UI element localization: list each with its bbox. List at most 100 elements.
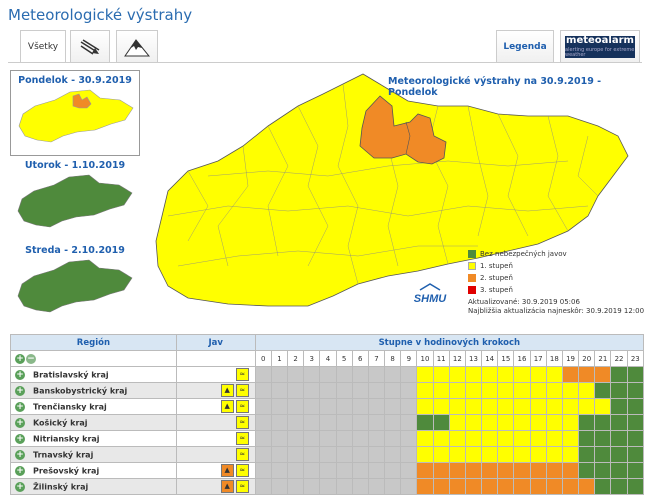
day-label: Streda - 2.10.2019 [25, 245, 125, 256]
region-cell[interactable]: + Prešovský kraj [10, 462, 177, 479]
hour-cell [545, 446, 563, 463]
hour-cell [400, 382, 418, 399]
hour-label: 23 [626, 350, 645, 367]
table-row[interactable]: + Nitriansky kraj ≈ [10, 430, 645, 447]
hour-cell [626, 462, 645, 479]
hour-cell [464, 382, 483, 399]
expand-row-icon[interactable]: + [15, 465, 25, 476]
jav-cell: ≈ [175, 414, 256, 431]
region-cell[interactable]: + Bratislavský kraj [10, 366, 177, 383]
hour-cell [400, 398, 418, 415]
expand-row-icon[interactable]: + [15, 401, 25, 412]
expand-row-icon[interactable]: + [15, 369, 25, 380]
hour-cell [432, 414, 450, 431]
legend-item: 1. stupeň [468, 262, 513, 270]
hour-cell [335, 446, 353, 463]
hour-cell [254, 478, 272, 495]
table-row[interactable]: + Trenčiansky kraj ▲ ≈ [10, 398, 645, 415]
avalanche-icon: ▲ [220, 400, 234, 413]
region-cell[interactable]: + Košický kraj [10, 414, 177, 431]
hour-cell [610, 382, 628, 399]
hour-cell [610, 446, 628, 463]
hour-cell [578, 382, 596, 399]
main-warning-map[interactable] [148, 66, 638, 326]
expand-row-icon[interactable]: + [15, 417, 25, 428]
hour-cell [303, 478, 321, 495]
collapse-all-icon[interactable]: − [26, 353, 36, 364]
hour-cell [448, 462, 466, 479]
hour-cell [594, 414, 612, 431]
tab-legend[interactable]: Legenda [496, 30, 554, 62]
hour-cell [513, 478, 531, 495]
table-row[interactable]: + Trnavský kraj ≈ [10, 446, 645, 463]
hour-cell [432, 446, 450, 463]
hour-cell [384, 462, 402, 479]
expand-row-icon[interactable]: + [15, 385, 25, 396]
table-row[interactable]: + Košický kraj ≈ [10, 414, 645, 431]
region-cell[interactable]: + Trenčiansky kraj [10, 398, 177, 415]
hour-cell [287, 366, 305, 383]
hour-cell [400, 366, 418, 383]
expand-row-icon[interactable]: + [15, 449, 25, 460]
day-selector-1[interactable]: Utorok - 1.10.2019 [10, 160, 140, 235]
hour-cell [529, 382, 547, 399]
tab-avalanche[interactable] [116, 30, 158, 62]
hour-label: 16 [513, 350, 531, 367]
table-row[interactable]: + Banskobystrický kraj ▲ ≈ [10, 382, 645, 399]
hour-cell [626, 414, 645, 431]
tab-wind[interactable] [70, 30, 110, 62]
expand-row-icon[interactable]: + [15, 481, 25, 492]
hour-cell [513, 382, 531, 399]
hour-cell [610, 414, 628, 431]
hour-label: 22 [610, 350, 628, 367]
day-selector-0[interactable]: Pondelok - 30.9.2019 [10, 70, 140, 156]
region-cell[interactable]: + Trnavský kraj [10, 446, 177, 463]
warnings-table: Región Jav Stupne v hodinových krokoch +… [10, 334, 645, 495]
hour-cell [448, 382, 466, 399]
expand-collapse-all[interactable]: + − [10, 350, 177, 367]
hour-cell [464, 430, 483, 447]
wind-icon: ≈ [235, 368, 249, 381]
expand-all-icon[interactable]: + [15, 353, 25, 364]
hour-cell [578, 446, 596, 463]
expand-row-icon[interactable]: + [15, 433, 25, 444]
hour-cell [448, 478, 466, 495]
hour-cell [578, 462, 596, 479]
hour-cell [497, 430, 515, 447]
hour-cell [545, 430, 563, 447]
hour-cell [400, 430, 418, 447]
hour-cell [448, 430, 466, 447]
hour-cell [561, 366, 580, 383]
table-row[interactable]: + Prešovský kraj ▲ ≈ [10, 462, 645, 479]
hour-cell [270, 462, 289, 479]
hour-cell [416, 478, 434, 495]
hour-cell [464, 414, 483, 431]
region-cell[interactable]: + Žilinský kraj [10, 478, 177, 495]
hour-cell [270, 478, 289, 495]
tab-meteoalarm[interactable]: meteoalarm alerting europe for extreme we… [560, 30, 640, 62]
hour-cell [626, 382, 645, 399]
table-row[interactable]: + Bratislavský kraj ≈ [10, 366, 645, 383]
thumb-map [17, 259, 133, 313]
hour-cell [610, 478, 628, 495]
hour-cell [481, 382, 499, 399]
hour-cell [545, 462, 563, 479]
tab-divider [8, 62, 642, 63]
jav-cell: ≈ [175, 446, 256, 463]
hour-cell [432, 398, 450, 415]
table-row[interactable]: + Žilinský kraj ▲ ≈ [10, 478, 645, 495]
jav-spacer [175, 350, 256, 367]
hour-cell [497, 446, 515, 463]
region-name: Košický kraj [33, 418, 88, 427]
hour-cell [626, 478, 645, 495]
tab-all[interactable]: Všetky [20, 30, 66, 62]
jav-header: Jav [175, 334, 256, 351]
hour-cell [400, 414, 418, 431]
region-cell[interactable]: + Banskobystrický kraj [10, 382, 177, 399]
hour-label: 4 [319, 350, 337, 367]
hour-cell [578, 398, 596, 415]
hour-cell [529, 430, 547, 447]
day-selector-2[interactable]: Streda - 2.10.2019 [10, 245, 140, 320]
region-cell[interactable]: + Nitriansky kraj [10, 430, 177, 447]
hour-cell [626, 366, 645, 383]
